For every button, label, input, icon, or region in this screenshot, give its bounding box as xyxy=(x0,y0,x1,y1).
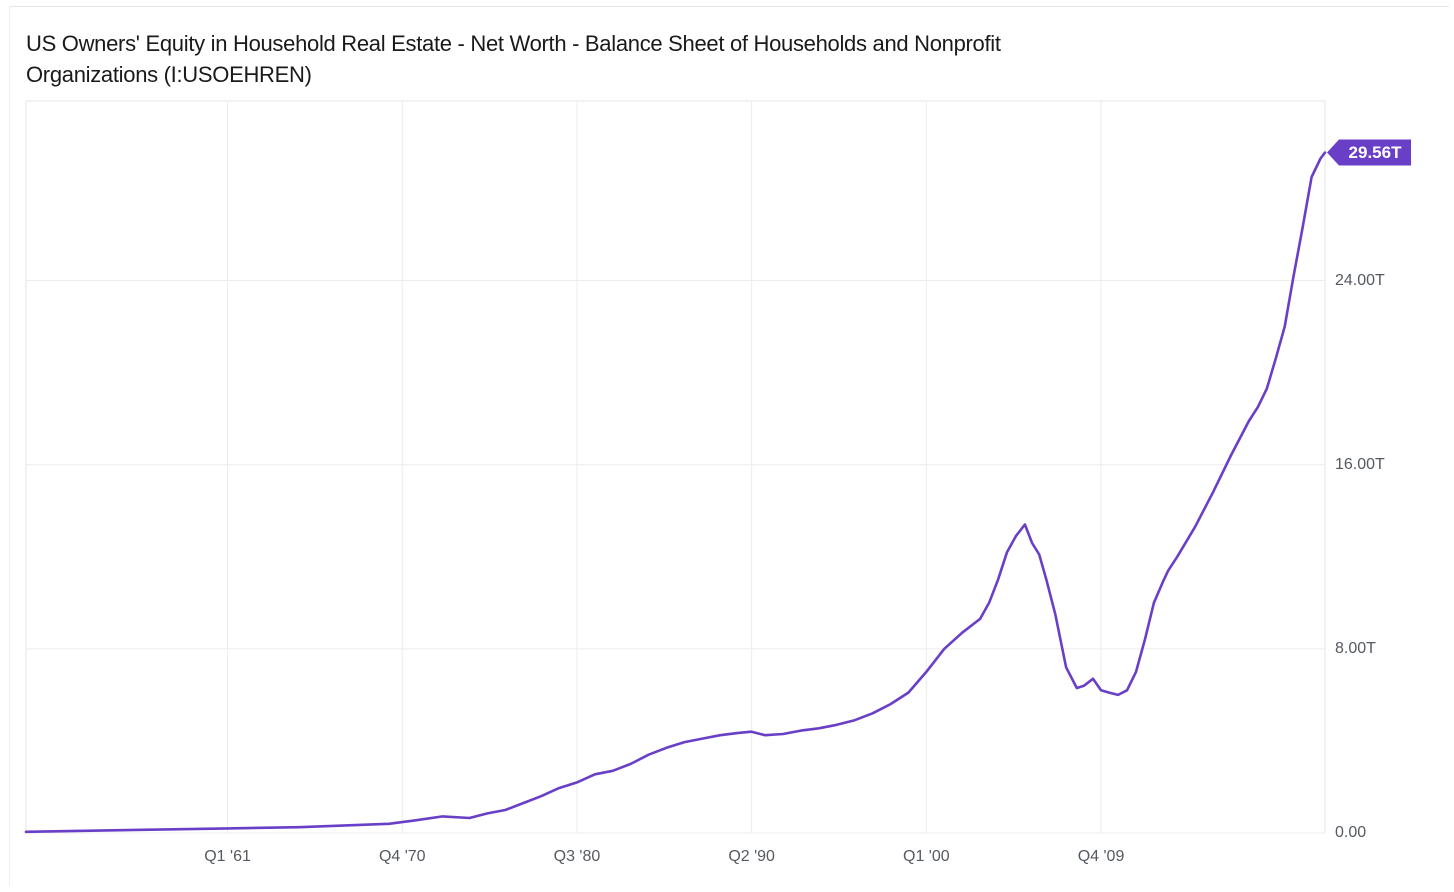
grid-lines xyxy=(26,101,1325,834)
plot-area xyxy=(25,100,1326,834)
x-axis-ticks: Q1 '61 Q4 '70 Q3 '80 Q2 '90 Q1 '00 Q4 '09 xyxy=(204,848,1124,865)
x-tick-label: Q3 '80 xyxy=(554,848,601,865)
y-tick-label: 24.00T xyxy=(1335,272,1385,289)
y-tick-label: 8.00T xyxy=(1335,640,1376,657)
series-layer xyxy=(24,151,1327,834)
x-tick-label: Q1 '00 xyxy=(903,848,950,865)
end-value-label: 29.56T xyxy=(1349,143,1403,162)
chart-frame xyxy=(9,6,1449,886)
x-tick-label: Q4 '70 xyxy=(379,848,426,865)
chart-title: US Owners' Equity in Household Real Esta… xyxy=(26,31,1001,87)
end-value-badge-shape xyxy=(1327,139,1411,166)
end-value-badge: 29.56T xyxy=(1327,139,1411,166)
y-axis-ticks: 0.00 8.00T 16.00T 24.00T xyxy=(1335,272,1385,841)
y-tick-label: 0.00 xyxy=(1335,824,1366,841)
series-line[interactable] xyxy=(24,151,1327,834)
x-tick-label: Q1 '61 xyxy=(204,848,251,865)
y-tick-label: 16.00T xyxy=(1335,456,1385,473)
plot-border xyxy=(25,100,1326,834)
x-tick-label: Q2 '90 xyxy=(728,848,775,865)
x-tick-label: Q4 '09 xyxy=(1078,848,1125,865)
